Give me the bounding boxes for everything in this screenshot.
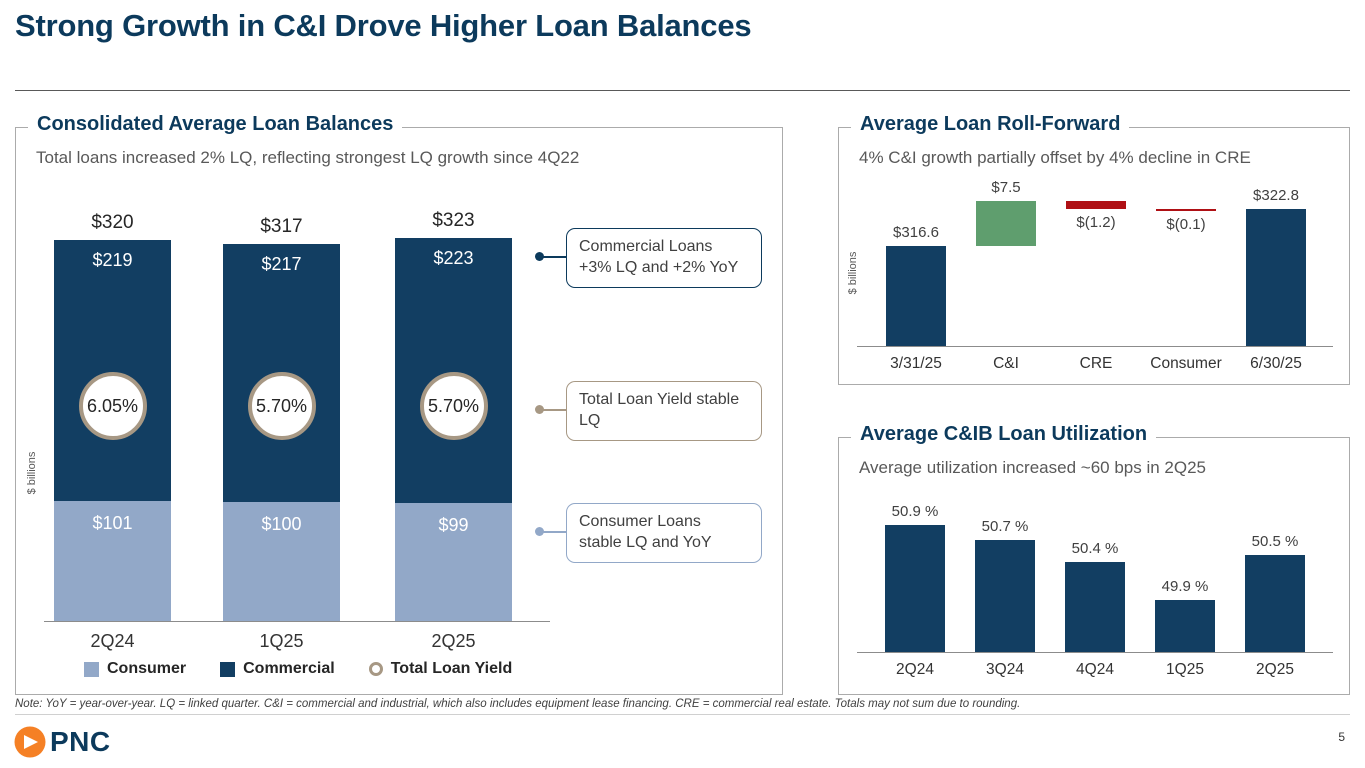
x-axis-category-label: 1Q25 [1166,661,1204,678]
bar-value-label: 49.9 % [1161,577,1209,595]
x-axis-category-label: 2Q24 [896,661,934,678]
callout-connector-dot [535,405,544,414]
consumer-bar-segment [54,500,171,621]
bar-value-label: $316.6 [893,224,939,242]
callout-connector-line [542,409,566,411]
bar-value-label: 50.5 % [1251,532,1299,550]
legend-item: Consumer [84,660,186,678]
commercial-value-label: $217 [261,253,302,274]
x-axis-category-label: 3/31/25 [890,355,942,372]
legend-item: Commercial [220,660,335,678]
panel-subtitle-balances: Total loans increased 2% LQ, reflecting … [36,148,580,167]
waterfall-total-bar [1246,209,1306,346]
pnc-logo-mark [14,726,46,758]
bar-value-label: $(0.1) [1166,215,1206,233]
x-axis-category-label: 1Q25 [259,631,304,651]
total-loan-yield-marker: 5.70% [419,372,488,440]
commercial-value-label: $223 [433,247,474,268]
page-number: 5 [1338,730,1345,744]
legend-swatch-consumer [84,661,99,677]
legend-label: Commercial [243,660,335,677]
waterfall-increase-bar [976,201,1036,247]
legend-label: Consumer [107,660,187,677]
x-axis-category-label: 6/30/25 [1250,355,1302,372]
legend-swatch-yield-ring [368,662,383,676]
utilization-bar [1065,562,1125,652]
total-loan-yield-marker: 5.70% [247,372,316,440]
x-axis-category-label: 3Q24 [986,661,1024,678]
legend-swatch-commercial [220,661,236,677]
slide-title: Strong Growth in C&I Drove Higher Loan B… [15,8,752,43]
utilization-bar [975,539,1035,652]
pnc-logo-text: PNC [50,726,111,757]
bar-chart-utilization: 50.9 % 2Q24 50.7 % 3Q24 50.4 % 4Q24 49.9 % 1Q25… [839,438,1349,694]
footer-divider [15,714,1350,715]
x-axis-line [857,652,1333,653]
panel-subtitle-utilization: Average utilization increased ~60 bps in… [859,458,1206,477]
consumer-value-label: $100 [261,514,302,534]
x-axis-category-label: 4Q24 [1076,661,1114,678]
waterfall-total-bar [886,246,946,346]
waterfall-decrease-bar [1066,201,1126,209]
panel-title-balances: Consolidated Average Loan Balances [28,113,403,136]
bar-value-label: $322.8 [1253,187,1299,205]
pnc-logo: PNC [14,726,111,758]
stacked-bar-chart-balances: $320 $219 $101 6.05% 2Q24 $317 $217 $100 5.70% 1Q… [16,128,782,694]
consumer-value-label: $101 [92,512,133,533]
x-axis-category-label: 2Q25 [1256,661,1294,678]
callout-connector-dot [535,252,544,261]
x-axis-category-label: 2Q25 [431,631,476,651]
callout-box: Total Loan Yield stable LQ [566,381,762,441]
callout-box: Consumer Loans stable LQ and YoY [566,503,762,563]
bar-value-label: $7.5 [991,179,1021,197]
x-axis-category-label: CRE [1079,355,1113,372]
panel-average-loan-roll-forward: Average Loan Roll-Forward 4% C&I growth … [838,113,1350,385]
commercial-bar-segment [395,237,512,504]
legend-label: Total Loan Yield [390,660,513,677]
legend-balances: Consumer Commercial Total Loan Yield [84,660,512,678]
waterfall-chart-rollforward: $316.6 3/31/25 $7.5 C&I $(1.2) CRE $(0.1) Consu… [839,128,1349,384]
footnote: Note: YoY = year-over-year. LQ = linked … [15,698,1021,710]
utilization-bar [885,524,945,652]
legend-item: Total Loan Yield [368,660,513,678]
panel-title-utilization: Average C&IB Loan Utilization [851,423,1157,446]
title-divider [15,90,1350,91]
bar-value-label: $(1.2) [1076,213,1116,231]
total-value-label: $317 [260,215,303,237]
total-value-label: $323 [432,209,475,231]
total-loan-yield-marker: 6.05% [78,372,147,440]
callout-connector-dot [535,527,544,536]
bar-value-label: 50.4 % [1071,540,1119,557]
bar-value-label: 50.7 % [981,517,1029,535]
commercial-value-label: $219 [92,250,133,271]
commercial-bar-segment [54,240,171,501]
utilization-bar [1155,599,1215,652]
callout-box: Commercial Loans +3% LQ and +2% YoY [566,228,762,288]
callouts-balances: Commercial Loans +3% LQ and +2% YoY Total… [16,128,782,694]
panel-title-rollforward: Average Loan Roll-Forward [851,113,1130,136]
callout-connector-line [542,256,566,258]
consumer-bar-segment [395,503,512,621]
consumer-value-label: $99 [438,515,469,536]
panel-consolidated-average-loan-balances: Consolidated Average Loan Balances Total… [15,113,783,695]
utilization-bar [1245,554,1305,652]
bar-value-label: 50.9 % [891,502,939,520]
callout-connector-line [542,531,566,533]
panel-average-cib-loan-utilization: Average C&IB Loan Utilization Average ut… [838,423,1350,695]
x-axis-category-label: C&I [993,355,1019,372]
x-axis-category-label: Consumer [1150,355,1222,372]
x-axis-line [857,346,1333,347]
x-axis-category-label: 2Q24 [90,631,135,651]
waterfall-decrease-bar [1156,208,1216,211]
total-value-label: $320 [91,212,134,234]
consumer-bar-segment [223,502,340,621]
panel-subtitle-rollforward: 4% C&I growth partially offset by 4% dec… [859,148,1251,167]
x-axis-line [44,621,550,622]
